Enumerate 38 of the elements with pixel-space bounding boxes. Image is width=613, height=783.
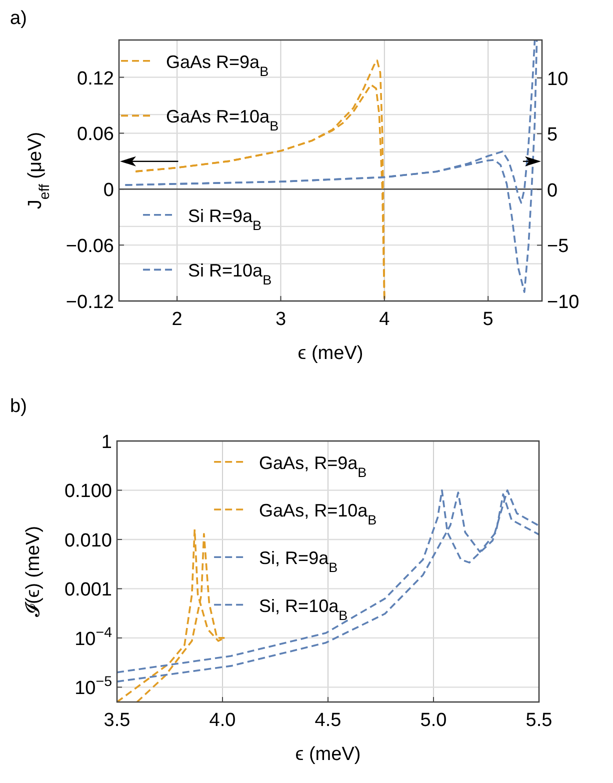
y-tick-label: 0.010 bbox=[64, 530, 112, 552]
legend-label: Si, R=10a$_{B}$ bbox=[259, 596, 348, 622]
y2-tick-label: 0 bbox=[547, 180, 558, 202]
legend-label: Si R=10a$_{B}$ bbox=[188, 260, 272, 288]
x-tick-label: 2 bbox=[172, 309, 182, 330]
y-tick-label: −0.06 bbox=[66, 236, 114, 258]
y-tick-label: 0.100 bbox=[64, 481, 112, 502]
x-tick-label: 3 bbox=[275, 309, 286, 330]
y2-tick-label: 10 bbox=[547, 68, 568, 90]
x-tick-label: 3.5 bbox=[104, 710, 130, 731]
y-tick-label: 0.06 bbox=[77, 124, 114, 146]
y-tick-label: 0.12 bbox=[77, 68, 114, 90]
x-tick-label: 5.5 bbox=[526, 710, 552, 731]
y-tick-label: 10$^{−5}$ bbox=[74, 674, 112, 700]
x-tick-label: 4.0 bbox=[209, 710, 236, 731]
y2-tick-label: −5 bbox=[547, 236, 569, 258]
y-tick-label: 10$^{−4}$ bbox=[74, 624, 112, 650]
x-tick-label: 4 bbox=[379, 309, 390, 330]
y-tick-label: 0.001 bbox=[64, 580, 112, 601]
x-tick-label: 4.5 bbox=[314, 710, 342, 731]
legend-label: GaAs R=9a$_{B}$ bbox=[166, 52, 269, 78]
y2-tick-label: −10 bbox=[547, 292, 580, 313]
legend-label: Si R=9a$_{B}$ bbox=[188, 206, 262, 232]
x-tick-label: 5.0 bbox=[420, 710, 447, 731]
legend-label: Si, R=9a$_{B}$ bbox=[259, 548, 338, 575]
legend-label: GaAs, R=10a$_{B}$ bbox=[259, 500, 377, 528]
y2-tick-label: 5 bbox=[547, 124, 558, 146]
y-tick-label: 0 bbox=[103, 180, 114, 202]
x-axis-title: ϵ (meV) bbox=[298, 343, 364, 364]
chart-title: b) bbox=[10, 396, 27, 417]
chart-title: a) bbox=[10, 8, 27, 29]
x-axis-title: ϵ (meV) bbox=[295, 744, 361, 765]
legend-label: GaAs R=10a$_{B}$ bbox=[166, 106, 279, 134]
legend-label: GaAs, R=9a$_{B}$ bbox=[259, 452, 367, 480]
y-tick-label: 1 bbox=[101, 432, 112, 453]
y-tick-label: −0.12 bbox=[66, 292, 114, 313]
x-tick-label: 5 bbox=[482, 309, 494, 330]
y-axis-title: 𝓘(ϵ) (meV) bbox=[23, 526, 44, 618]
